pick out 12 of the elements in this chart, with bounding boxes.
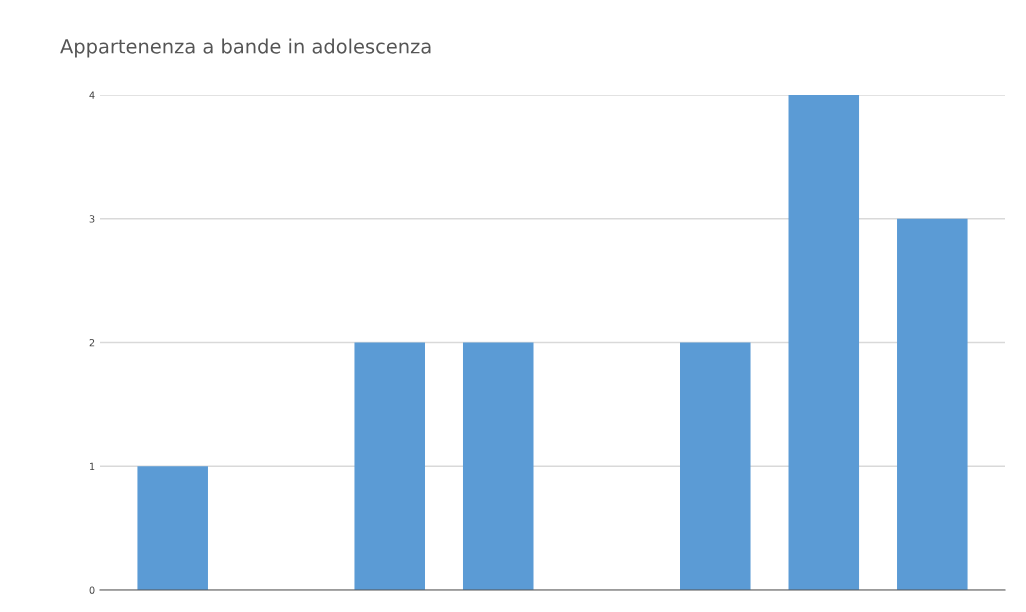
bar <box>354 342 425 590</box>
bar <box>897 218 968 590</box>
bar <box>788 95 860 590</box>
y-tick-label: 4 <box>89 91 95 99</box>
y-tick-label: 2 <box>89 338 95 347</box>
chart-title: Appartenenza a bande in adolescenza <box>60 38 431 58</box>
bar <box>680 342 751 590</box>
y-tick-label: 0 <box>89 586 95 594</box>
bar <box>137 466 208 590</box>
bar <box>462 342 534 590</box>
y-tick-label: 1 <box>90 462 95 470</box>
y-tick-label: 3 <box>89 215 95 223</box>
